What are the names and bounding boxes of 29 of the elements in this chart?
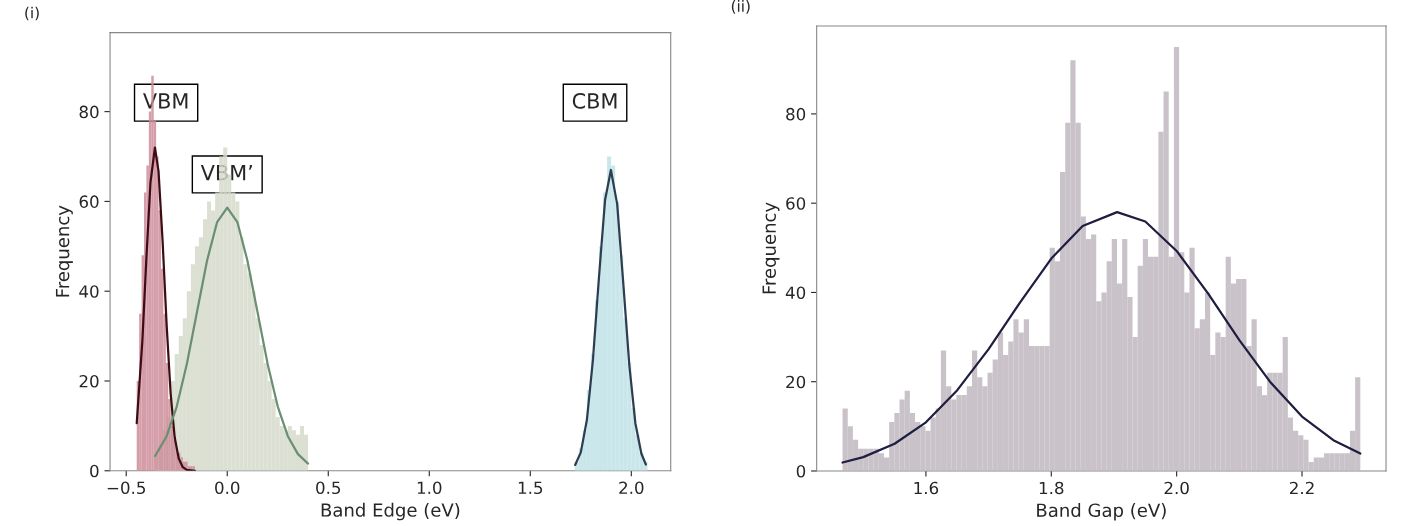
y-axis-title: Frequency (762, 202, 780, 294)
x-tick-label: 2.0 (619, 481, 644, 495)
x-tick-label: 1.5 (518, 481, 543, 495)
chart-title: (i) (25, 6, 39, 21)
y-tick-label: 80 (79, 105, 99, 119)
y-tick-label: 60 (79, 195, 99, 208)
y-tick-label: 0 (796, 464, 806, 478)
x-tick-label: 2.2 (1289, 481, 1314, 495)
y-tick-label: 60 (786, 197, 806, 210)
y-tick-label: 80 (786, 107, 806, 121)
annotation: VBM (143, 93, 188, 109)
y-tick-label: 0 (90, 464, 99, 478)
x-tick-label: 1.0 (417, 481, 442, 495)
x-tick-label: 2.0 (1164, 481, 1189, 495)
annotation: CBM (572, 93, 617, 109)
y-tick-label: 20 (786, 375, 806, 389)
y-tick-label: 20 (79, 374, 99, 388)
x-tick-label: 1.8 (1039, 481, 1064, 495)
y-tick-label: 40 (79, 285, 99, 298)
x-axis-title: Band Gap (eV) (1037, 503, 1166, 521)
annotation: VBM’ (200, 165, 252, 181)
x-tick-label: 0.5 (316, 481, 341, 495)
x-tick-label: 1.6 (914, 481, 939, 495)
chart-title: (ii) (731, 0, 750, 14)
x-axis-title: Band Edge (eV) (321, 502, 460, 521)
y-axis-title: Frequency (55, 205, 73, 297)
y-tick-label: 40 (785, 286, 806, 300)
x-tick-label: −0.5 (107, 481, 145, 495)
x-tick-label: 0.0 (215, 481, 240, 495)
